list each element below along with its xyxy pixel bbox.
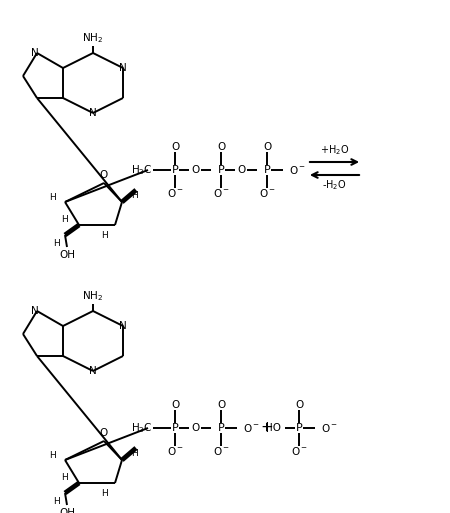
- Text: N: N: [89, 366, 97, 376]
- Text: O$^-$: O$^-$: [291, 445, 307, 457]
- Text: H: H: [62, 214, 68, 224]
- Text: O$^-$: O$^-$: [258, 187, 275, 199]
- Text: O: O: [191, 423, 199, 433]
- Text: +H$_2$O: +H$_2$O: [320, 143, 349, 157]
- Text: O: O: [171, 400, 179, 410]
- Text: O$^-$: O$^-$: [212, 445, 230, 457]
- Text: P: P: [296, 423, 302, 433]
- Text: OH: OH: [59, 250, 75, 260]
- Text: O$^-$: O$^-$: [212, 187, 230, 199]
- Text: H: H: [62, 472, 68, 482]
- Text: HO: HO: [265, 423, 281, 433]
- Text: P: P: [218, 165, 225, 175]
- Text: N: N: [89, 108, 97, 118]
- Text: H: H: [54, 497, 60, 505]
- Text: NH$_2$: NH$_2$: [82, 31, 104, 45]
- Text: O$^-$: O$^-$: [321, 422, 338, 434]
- Text: N: N: [31, 306, 39, 316]
- Text: O: O: [263, 142, 271, 152]
- Text: O$^-$: O$^-$: [166, 187, 184, 199]
- Text: H: H: [102, 488, 108, 498]
- Text: P: P: [264, 165, 270, 175]
- Text: P: P: [218, 423, 225, 433]
- Text: O$^-$: O$^-$: [166, 445, 184, 457]
- Text: O: O: [191, 165, 199, 175]
- Text: NH$_2$: NH$_2$: [82, 289, 104, 303]
- Text: O$^-$: O$^-$: [289, 164, 306, 176]
- Text: OH: OH: [59, 508, 75, 513]
- Text: -H$_2$O: -H$_2$O: [322, 178, 347, 192]
- Text: H: H: [50, 193, 56, 203]
- Text: H$_2$C: H$_2$C: [131, 163, 153, 177]
- Text: H: H: [50, 451, 56, 461]
- Text: P: P: [171, 423, 178, 433]
- Text: H: H: [54, 239, 60, 247]
- Text: O: O: [295, 400, 303, 410]
- Text: O: O: [237, 165, 245, 175]
- Text: H$_2$C: H$_2$C: [131, 421, 153, 435]
- Text: H: H: [130, 191, 137, 201]
- Text: N: N: [31, 48, 39, 58]
- Text: O$^-$: O$^-$: [243, 422, 260, 434]
- Text: O: O: [171, 142, 179, 152]
- Text: O: O: [100, 428, 108, 438]
- Text: H: H: [102, 230, 108, 240]
- Text: O: O: [100, 170, 108, 180]
- Text: N: N: [119, 321, 127, 331]
- Text: +: +: [261, 421, 274, 436]
- Text: H: H: [130, 449, 137, 459]
- Text: O: O: [217, 142, 225, 152]
- Text: O: O: [217, 400, 225, 410]
- Text: N: N: [119, 63, 127, 73]
- Text: P: P: [171, 165, 178, 175]
